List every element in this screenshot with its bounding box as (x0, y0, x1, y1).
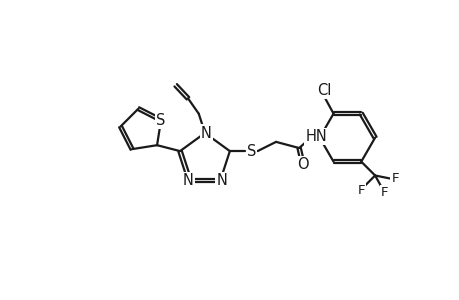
Text: F: F (357, 184, 364, 197)
Text: O: O (297, 158, 308, 172)
Text: S: S (246, 144, 256, 159)
Text: N: N (182, 173, 193, 188)
Text: F: F (391, 172, 398, 185)
Text: S: S (156, 113, 165, 128)
Text: F: F (380, 186, 387, 199)
Text: N: N (216, 173, 227, 188)
Text: Cl: Cl (316, 83, 331, 98)
Text: HN: HN (305, 129, 326, 144)
Text: N: N (201, 125, 212, 140)
